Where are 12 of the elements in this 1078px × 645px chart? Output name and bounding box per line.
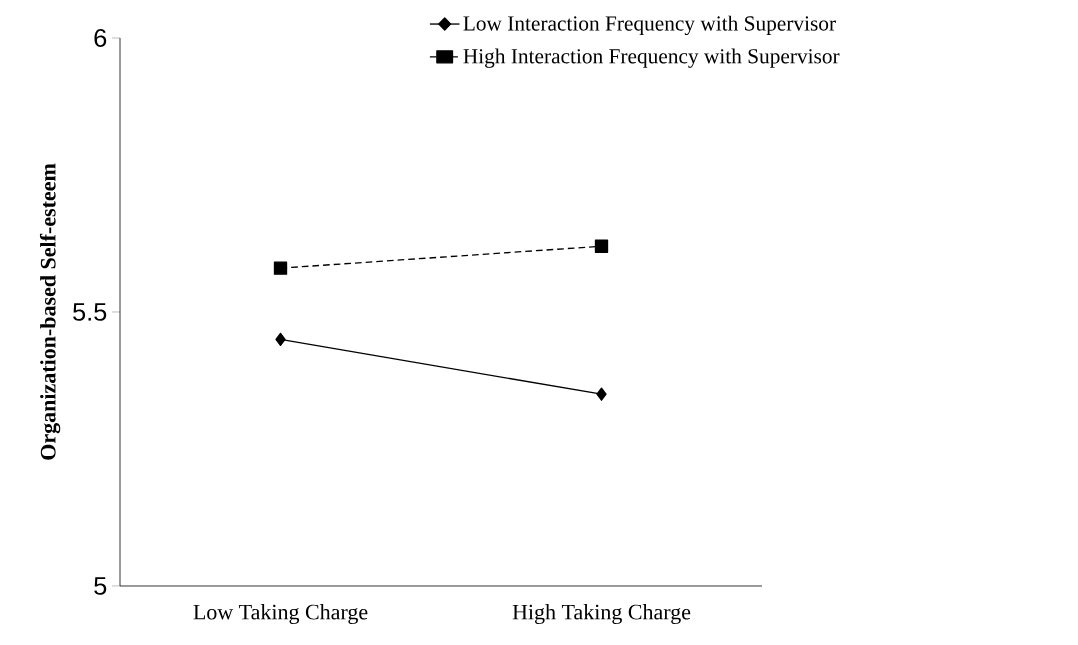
point [275,332,286,347]
x-tick-label: High Taking Charge [512,604,691,625]
y-tick-label: 5 [94,577,107,595]
y-tick-label: 5.5 [73,303,107,321]
point [594,239,609,253]
y-axis-title: Organization-based Self-esteem [39,163,61,460]
point [273,261,288,275]
y-tick-label: 6 [94,29,107,47]
x-tick-label: Low Taking Charge [193,604,368,625]
point [596,387,607,401]
legend-label: Low Interaction Frequency with Supervisor [463,15,836,36]
legend-label: High Interaction Frequency with Supervisor [463,48,840,68]
